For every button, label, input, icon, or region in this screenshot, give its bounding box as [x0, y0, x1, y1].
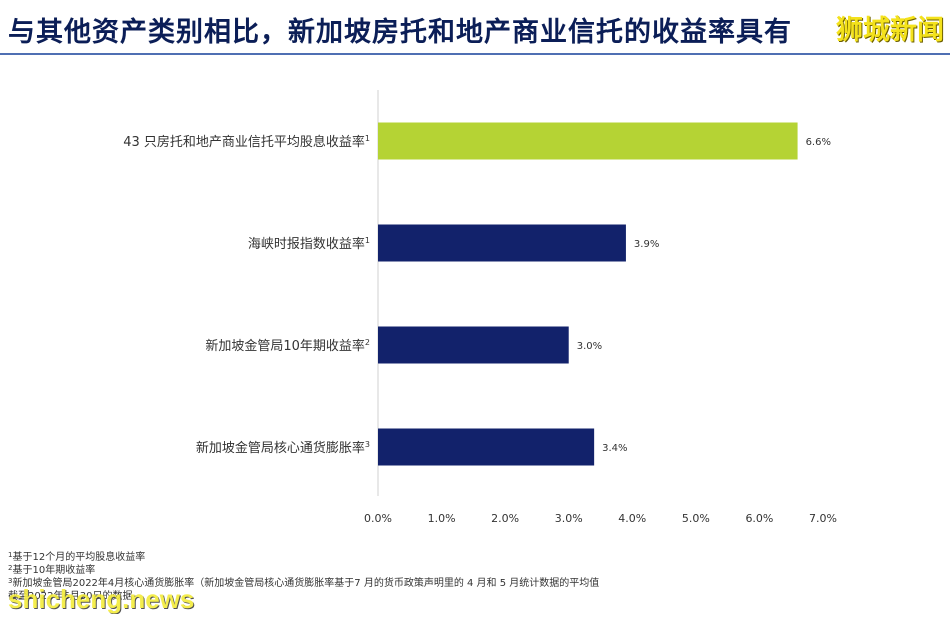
watermark-top: 狮城新闻: [836, 15, 944, 46]
footnote-4: 截至2022年6月30日的数据: [8, 591, 133, 602]
category-label-2: 海峡时报指数收益率1: [248, 236, 370, 252]
bar-chart: 43 只房托和地产商业信托平均股息收益率1 海峡时报指数收益率1 新加坡金管局10年…: [123, 90, 837, 525]
footnote-3: 3新加坡金管局2022年4月核心通货膨胀率（新加坡金管局核心通货膨胀率基于7 月…: [8, 577, 600, 589]
page-title: 与其他资产类别相比，新加坡房托和地产商业信托的收益率具有: [8, 17, 792, 48]
footnote-1: 1基于12个月的平均股息收益率: [8, 551, 146, 563]
bar-4: [378, 428, 595, 466]
x-tick-label-0: 0.0%: [364, 512, 392, 525]
x-tick-label-7: 7.0%: [809, 512, 837, 525]
title-divider: [0, 53, 950, 55]
x-tick-label-3: 3.0%: [555, 512, 583, 525]
footnotes: 1基于12个月的平均股息收益率 2基于10年期收益率 3新加坡金管局2022年4…: [8, 551, 599, 603]
bar-value-label-3: 3.0%: [577, 341, 602, 352]
x-tick-label-4: 4.0%: [618, 512, 646, 525]
bar-value-label-4: 3.4%: [602, 443, 627, 454]
bar-value-label-2: 3.9%: [634, 239, 659, 250]
x-tick-label-2: 2.0%: [491, 512, 519, 525]
category-label-1: 43 只房托和地产商业信托平均股息收益率1: [123, 134, 370, 150]
x-tick-label-5: 5.0%: [682, 512, 710, 525]
category-label-4: 新加坡金管局核心通货膨胀率3: [196, 440, 370, 456]
bar-2: [378, 224, 626, 262]
bar-value-label-1: 6.6%: [806, 137, 831, 148]
category-label-3: 新加坡金管局10年期收益率2: [205, 338, 370, 354]
bar-1: [378, 122, 798, 160]
bar-3: [378, 326, 569, 364]
x-tick-label-6: 6.0%: [745, 512, 773, 525]
x-tick-label-1: 1.0%: [428, 512, 456, 525]
footnote-2: 2基于10年期收益率: [8, 564, 96, 576]
watermark-bottom: shicheng.news: [8, 584, 195, 614]
